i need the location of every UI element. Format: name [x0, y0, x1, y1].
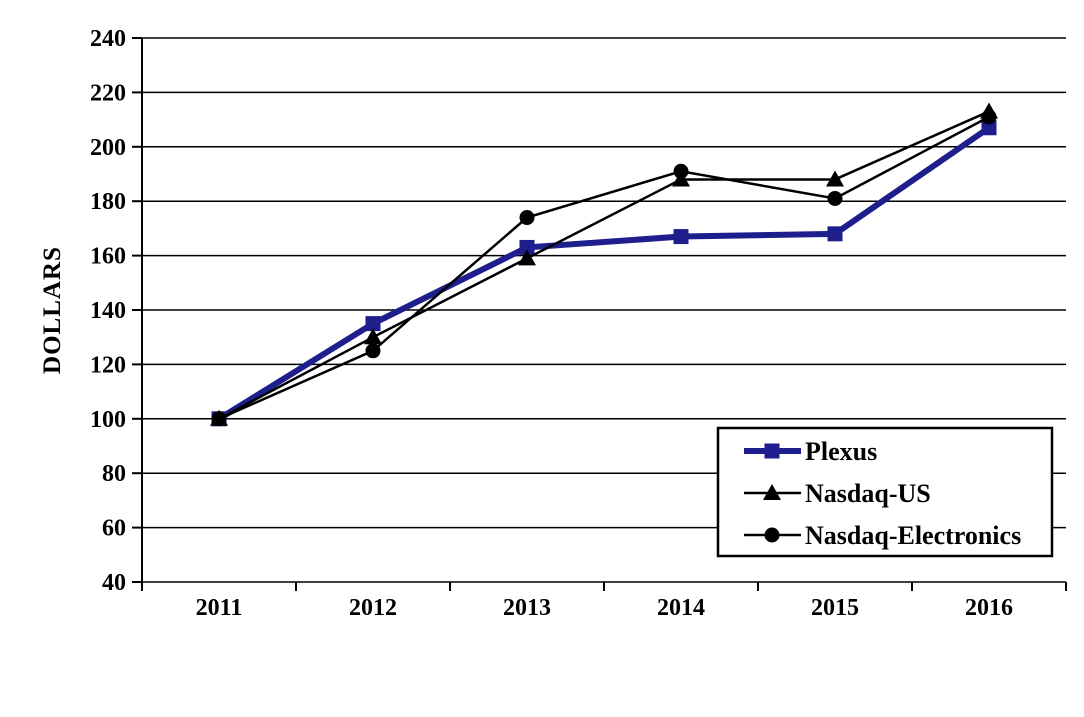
marker-nasdaq-electronics-2016 [981, 109, 997, 125]
marker-nasdaq-electronics-2012 [365, 343, 381, 359]
marker-nasdaq-us-2013 [518, 249, 536, 266]
y-tick-label: 40 [102, 570, 126, 596]
legend: Plexus Nasdaq-US Nasdaq-Electronics [716, 426, 1054, 558]
series-line-nasdaq-us [218, 110, 990, 420]
x-tick-label: 2011 [196, 595, 243, 621]
marker-nasdaq-electronics-2015 [827, 190, 843, 206]
legend-label-plexus: Plexus [805, 437, 877, 466]
marker-plexus-2014 [673, 229, 689, 245]
legend-item-nasdaq-us: Nasdaq-US [744, 479, 931, 508]
x-tick-label: 2013 [503, 595, 551, 621]
marker-plexus-2013 [519, 239, 535, 255]
y-tick-label: 100 [90, 407, 126, 433]
legend-label-nasdaq-electronics: Nasdaq-Electronics [805, 521, 1021, 550]
legend-marker-nasdaq-electronics [764, 527, 780, 543]
legend-item-plexus: Plexus [744, 437, 877, 466]
legend-marker-nasdaq-us [763, 484, 781, 500]
x-tick-label: 2014 [657, 595, 705, 621]
x-tick-label: 2012 [349, 595, 397, 621]
y-axis-title: DOLLARS [39, 246, 66, 374]
y-tick-label: 120 [90, 352, 126, 378]
y-tick-label: 220 [90, 80, 126, 106]
x-tick-label: 2016 [965, 595, 1013, 621]
marker-nasdaq-us-2015 [826, 170, 844, 187]
marker-plexus-2012 [365, 316, 381, 332]
series-line-nasdaq-electronics [218, 115, 990, 420]
marker-nasdaq-electronics-2014 [673, 163, 689, 179]
y-tick-label: 200 [90, 135, 126, 161]
y-tick-label: 160 [90, 244, 126, 270]
legend-item-nasdaq-electronics: Nasdaq-Electronics [744, 521, 1021, 550]
y-tick-label: 60 [102, 516, 126, 542]
y-tick-label: 140 [90, 298, 126, 324]
marker-nasdaq-electronics-2013 [519, 210, 535, 226]
series-line-plexus [217, 125, 991, 422]
legend-label-nasdaq-us: Nasdaq-US [805, 479, 931, 508]
x-tick-label: 2015 [811, 595, 859, 621]
marker-nasdaq-us-2012 [364, 328, 382, 345]
legend-marker-plexus [764, 443, 780, 459]
y-tick-label: 240 [90, 26, 126, 52]
marker-nasdaq-electronics-2011 [211, 411, 227, 427]
marker-plexus-2016 [981, 120, 997, 136]
marker-plexus-2015 [827, 226, 843, 242]
y-tick-label: 80 [102, 461, 126, 487]
y-tick-label: 180 [90, 189, 126, 215]
